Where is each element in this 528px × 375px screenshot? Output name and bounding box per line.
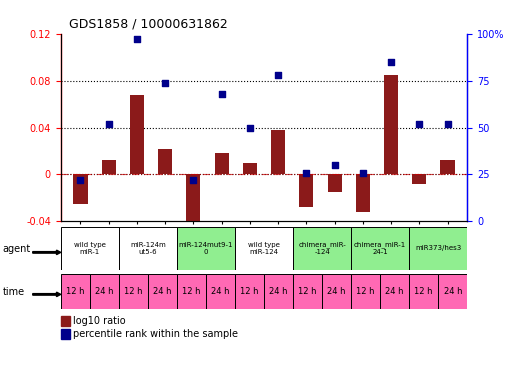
Text: time: time: [3, 287, 25, 297]
Text: 12 h: 12 h: [124, 287, 143, 296]
Text: 12 h: 12 h: [66, 287, 84, 296]
Text: 24 h: 24 h: [385, 287, 404, 296]
Bar: [293, 274, 322, 309]
Bar: [235, 227, 293, 270]
Text: miR373/hes3: miR373/hes3: [415, 246, 461, 251]
Bar: [438, 274, 467, 309]
Text: 24 h: 24 h: [269, 287, 288, 296]
Text: 24 h: 24 h: [211, 287, 230, 296]
Bar: [299, 174, 314, 207]
Point: [387, 59, 395, 65]
Point: [218, 91, 226, 97]
Text: miR-124mut9-1
0: miR-124mut9-1 0: [178, 242, 233, 255]
Text: chimera_miR-
-124: chimera_miR- -124: [298, 242, 346, 255]
Text: miR-124m
ut5-6: miR-124m ut5-6: [130, 242, 166, 255]
Point: [246, 124, 254, 130]
Point: [133, 36, 141, 42]
Point: [331, 162, 339, 168]
Bar: [148, 274, 177, 309]
Bar: [412, 174, 426, 184]
Bar: [119, 227, 177, 270]
Bar: [61, 274, 90, 309]
Point: [359, 170, 367, 176]
Bar: [356, 174, 370, 212]
Point: [415, 121, 423, 127]
Point: [76, 177, 84, 183]
Bar: [102, 160, 116, 174]
Bar: [73, 174, 88, 204]
Bar: [177, 227, 235, 270]
Point: [302, 170, 310, 176]
Bar: [214, 153, 229, 174]
Point: [444, 121, 452, 127]
Text: 12 h: 12 h: [356, 287, 375, 296]
Bar: [158, 148, 172, 174]
Bar: [351, 274, 380, 309]
Text: wild type
miR-1: wild type miR-1: [74, 242, 106, 255]
Bar: [264, 274, 293, 309]
Bar: [293, 227, 351, 270]
Point: [105, 121, 113, 127]
Point: [161, 80, 169, 86]
Text: percentile rank within the sample: percentile rank within the sample: [73, 329, 238, 339]
Bar: [351, 227, 409, 270]
Text: GDS1858 / 10000631862: GDS1858 / 10000631862: [69, 18, 228, 31]
Bar: [186, 174, 201, 231]
Bar: [130, 95, 144, 174]
Bar: [61, 227, 119, 270]
Text: 12 h: 12 h: [182, 287, 201, 296]
Bar: [206, 274, 235, 309]
Text: 12 h: 12 h: [298, 287, 317, 296]
Bar: [177, 274, 206, 309]
Text: 24 h: 24 h: [327, 287, 346, 296]
Text: 12 h: 12 h: [240, 287, 259, 296]
Text: log10 ratio: log10 ratio: [73, 316, 126, 326]
Bar: [243, 163, 257, 174]
Text: 24 h: 24 h: [153, 287, 172, 296]
Bar: [235, 274, 264, 309]
Bar: [384, 75, 398, 174]
Bar: [322, 274, 351, 309]
Bar: [271, 130, 285, 174]
Bar: [409, 274, 438, 309]
Text: wild type
miR-124: wild type miR-124: [248, 242, 280, 255]
Text: 24 h: 24 h: [95, 287, 114, 296]
Point: [274, 72, 282, 78]
Point: [189, 177, 197, 183]
Text: 12 h: 12 h: [414, 287, 433, 296]
Bar: [409, 227, 467, 270]
Bar: [327, 174, 342, 192]
Bar: [440, 160, 455, 174]
Text: agent: agent: [3, 244, 31, 254]
Text: 24 h: 24 h: [444, 287, 462, 296]
Bar: [380, 274, 409, 309]
Bar: [119, 274, 148, 309]
Bar: [90, 274, 119, 309]
Text: chimera_miR-1
24-1: chimera_miR-1 24-1: [354, 242, 406, 255]
